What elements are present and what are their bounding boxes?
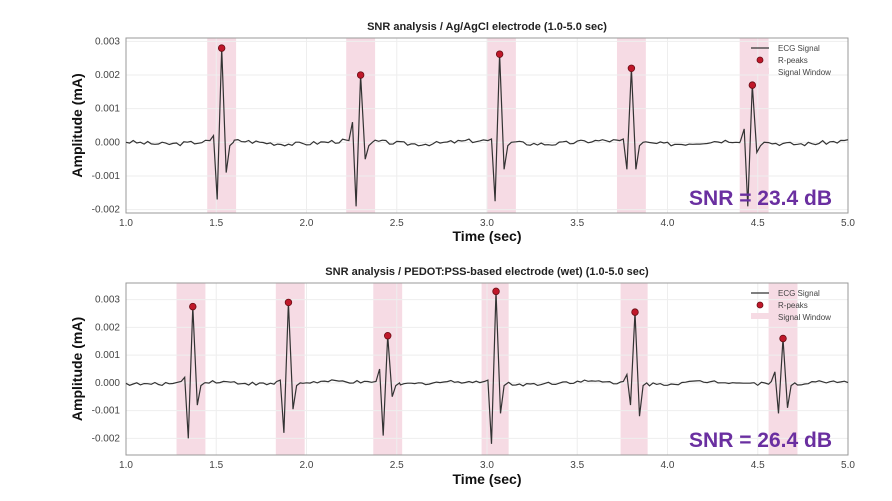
snr-annotation: SNR = 23.4 dB	[689, 187, 832, 210]
signal-window	[739, 38, 769, 213]
x-tick-label: 4.5	[751, 218, 765, 229]
y-tick-label: -0.001	[92, 171, 121, 182]
legend-window-icon	[751, 68, 769, 74]
legend-dot-icon	[756, 56, 764, 64]
legend-signal-window: Signal Window	[778, 313, 831, 322]
r-peak-marker	[384, 332, 392, 340]
legend-r-peaks: R-peaks	[778, 56, 808, 65]
x-tick-label: 2.0	[300, 218, 314, 229]
signal-window	[487, 38, 516, 213]
x-tick-label: 4.5	[751, 460, 765, 471]
r-peak-marker	[627, 64, 636, 72]
r-peak-marker	[492, 287, 500, 296]
y-axis-label: Amplitude (mA)	[69, 73, 85, 177]
y-tick-label: 0.001	[95, 104, 120, 115]
x-tick-label: 5.0	[841, 218, 855, 229]
r-peak-marker	[189, 302, 197, 311]
legend-r-peaks: R-peaks	[778, 301, 808, 310]
y-tick-label: -0.002	[92, 205, 121, 216]
plot-frame	[125, 37, 849, 214]
r-peak-marker	[748, 81, 757, 89]
chart-title: SNR analysis / Ag/AgCl electrode (1.0-5.…	[367, 21, 607, 33]
legend-ecg-signal: ECG Signal	[778, 44, 820, 53]
y-tick-label: -0.001	[92, 406, 121, 417]
y-tick-label: 0.001	[95, 350, 120, 361]
x-tick-label: 4.0	[661, 218, 675, 229]
x-tick-label: 4.0	[661, 460, 675, 471]
legend-signal-window: Signal Window	[778, 68, 831, 77]
r-peak-marker	[217, 44, 226, 52]
x-tick-label: 3.0	[480, 460, 494, 471]
chart-1: 1.0 1.5 2.0 2.5 3.0 3.5 4.0 4.5 5.0 0.003 0.002 0.0…	[69, 21, 855, 244]
signal-window	[768, 283, 798, 455]
chart-title: SNR analysis / PEDOT:PSS-based electrode…	[325, 266, 649, 278]
x-tick-label: 1.5	[209, 218, 223, 229]
x-tick-label: 3.5	[570, 218, 584, 229]
r-peak-marker	[779, 334, 787, 343]
y-tick-label: 0.003	[95, 36, 120, 47]
x-tick-label: 2.5	[390, 460, 404, 471]
y-tick-label: 0.000	[95, 378, 120, 389]
chart-2: 1.0 1.5 2.0 2.5 3.0 3.5 4.0 4.5 5.0 0.003 0.002 0.0…	[69, 266, 855, 487]
x-axis-label: Time (sec)	[453, 471, 522, 487]
legend-dot-icon	[756, 301, 764, 309]
x-tick-label: 2.0	[300, 460, 314, 471]
x-tick-label: 3.5	[570, 460, 584, 471]
legend-window-icon	[751, 313, 769, 319]
r-peak-marker	[356, 71, 365, 79]
signal-window	[373, 283, 403, 455]
snr-annotation: SNR = 26.4 dB	[689, 429, 832, 452]
y-tick-label: 0.003	[95, 295, 120, 306]
x-tick-label: 3.0	[480, 218, 494, 229]
signal-window	[346, 38, 376, 213]
r-peak-marker	[631, 308, 639, 316]
r-peak-marker	[284, 298, 293, 307]
x-tick-label: 1.0	[119, 460, 133, 471]
x-tick-label: 2.5	[390, 218, 404, 229]
r-peak-marker	[495, 50, 504, 58]
legend-ecg-signal: ECG Signal	[778, 289, 820, 298]
x-tick-label: 5.0	[841, 460, 855, 471]
x-tick-label: 1.5	[209, 460, 223, 471]
ecg-signal-line	[125, 48, 849, 207]
y-tick-label: -0.002	[92, 433, 121, 444]
y-tick-label: 0.000	[95, 137, 120, 148]
signal-window	[616, 38, 646, 213]
ecg-signal-line	[125, 291, 849, 444]
y-tick-label: 0.002	[95, 322, 120, 333]
plot-frame	[125, 282, 849, 456]
signal-window	[275, 283, 305, 455]
y-axis-label: Amplitude (mA)	[69, 317, 85, 421]
x-axis-label: Time (sec)	[453, 228, 522, 244]
x-tick-label: 1.0	[119, 218, 133, 229]
y-tick-label: 0.002	[95, 70, 120, 81]
